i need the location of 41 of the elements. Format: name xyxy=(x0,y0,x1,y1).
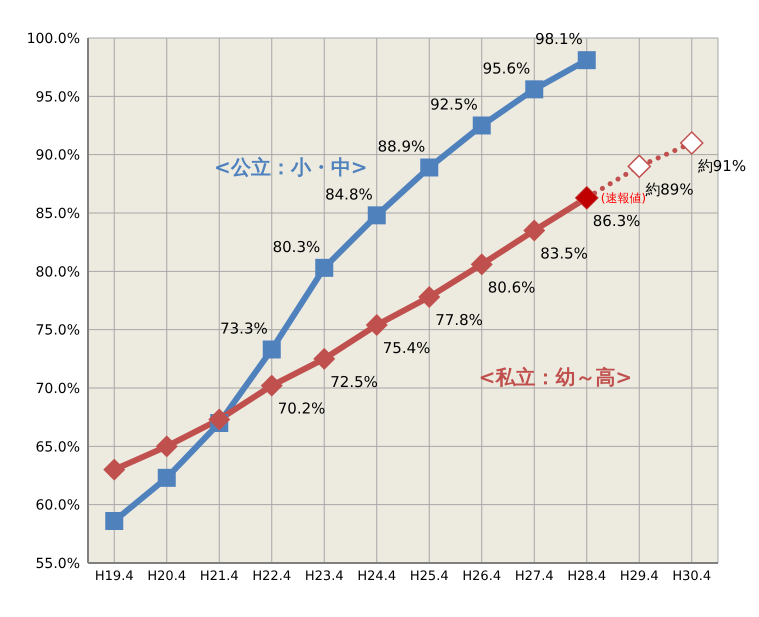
y-tick-label: 65.0% xyxy=(36,439,80,456)
x-tick-label: H22.4 xyxy=(252,569,292,584)
data-label: 70.2% xyxy=(278,400,326,418)
data-label: 73.3% xyxy=(220,320,268,338)
y-tick-label: 60.0% xyxy=(36,498,80,514)
data-label: 88.9% xyxy=(378,138,426,156)
data-label: 80.6% xyxy=(488,278,536,296)
text: <私立：幼～高> xyxy=(478,364,632,390)
x-tick-label: H27.4 xyxy=(514,569,554,584)
x-tick-label: H28.4 xyxy=(567,569,606,584)
y-tick-label: 90.0% xyxy=(36,148,80,164)
data-label: 98.1% xyxy=(535,30,583,48)
data-label: 84.8% xyxy=(325,185,373,204)
x-tick-label: H21.4 xyxy=(200,569,239,584)
data-label: 約89% xyxy=(645,180,694,198)
y-tick-label: 95.0% xyxy=(36,89,80,106)
x-tick-label: H26.4 xyxy=(462,569,502,584)
x-tick-label: H24.4 xyxy=(357,569,396,584)
data-label: 75.4% xyxy=(382,339,430,357)
data-label: 約91% xyxy=(698,157,746,175)
data-label: 86.3% xyxy=(592,212,640,230)
annotation: (速報値) xyxy=(600,191,646,206)
y-tick-label: 75.0% xyxy=(36,322,80,339)
x-tick-label: H30.4 xyxy=(672,569,712,584)
x-tick-label: H25.4 xyxy=(410,569,449,584)
y-tick-label: 100.0% xyxy=(26,30,80,47)
y-tick-label: 55.0% xyxy=(36,556,80,572)
data-label: 80.3% xyxy=(272,238,320,256)
data-label: 95.6% xyxy=(482,59,530,78)
data-label: 83.5% xyxy=(540,244,588,262)
series-label: <公立：小・中> xyxy=(214,154,368,180)
data-label: 92.5% xyxy=(430,96,478,114)
x-tick-label: H23.4 xyxy=(304,569,344,584)
data-label: 72.5% xyxy=(330,372,378,391)
x-tick-label: H20.4 xyxy=(147,569,186,584)
y-tick-label: 85.0% xyxy=(36,206,80,222)
x-tick-label: H29.4 xyxy=(620,569,659,584)
data-label: 77.8% xyxy=(435,311,483,329)
y-tick-label: 70.0% xyxy=(36,380,80,397)
x-tick-label: H19.4 xyxy=(94,569,134,584)
y-tick-label: 80.0% xyxy=(36,264,80,280)
